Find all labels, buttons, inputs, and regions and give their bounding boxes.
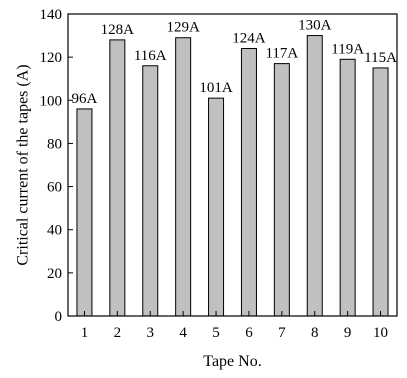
x-axis-ticks: 1 2 3 4 5 6 7 8 9 10 <box>81 311 388 341</box>
y-axis-ticks: 0 20 40 60 80 100 120 140 <box>40 7 73 325</box>
bar-tape-1 <box>76 108 93 317</box>
x-tick-label: 6 <box>245 325 253 341</box>
y-tick-label: 140 <box>40 7 63 23</box>
y-tick-label: 40 <box>47 223 62 239</box>
bar-value-label: 124A <box>232 31 266 47</box>
x-tick-label: 5 <box>212 325 220 341</box>
plot-frame <box>67 13 398 317</box>
x-axis-label: Tape No. <box>203 353 261 370</box>
y-tick-label: 80 <box>47 136 62 152</box>
x-tick-label: 9 <box>344 325 352 341</box>
bar-value-label: 117A <box>265 46 298 62</box>
bar-tape-9 <box>339 58 356 317</box>
bar-value-label: 101A <box>199 80 233 96</box>
bar-tape-7 <box>273 63 290 317</box>
bar-tape-3 <box>142 65 159 317</box>
bar-value-label: 116A <box>134 48 167 64</box>
x-tick-label: 7 <box>278 325 286 341</box>
bar-value-label: 129A <box>166 20 200 36</box>
x-tick-label: 1 <box>81 325 89 341</box>
bar-tape-2 <box>109 39 126 317</box>
x-tick-label: 10 <box>373 325 388 341</box>
bar-tape-8 <box>306 35 323 317</box>
x-tick-label: 2 <box>114 325 122 341</box>
bar-tape-6 <box>240 48 257 317</box>
bar-tape-10 <box>372 67 389 317</box>
x-tick-label: 8 <box>311 325 319 341</box>
y-tick-label: 0 <box>55 309 63 325</box>
x-tick-label: 3 <box>147 325 155 341</box>
y-tick-label: 100 <box>40 93 63 109</box>
x-tick-label: 4 <box>179 325 187 341</box>
y-tick-label: 20 <box>47 266 62 282</box>
bar-value-label: 119A <box>331 41 364 57</box>
bar-value-label: 96A <box>72 91 98 107</box>
bar-value-label: 130A <box>298 18 332 34</box>
y-tick-label: 60 <box>47 180 62 196</box>
bar-value-label: 115A <box>364 50 397 66</box>
y-tick-label: 120 <box>40 50 63 66</box>
bar-tape-4 <box>175 37 192 317</box>
bars-group <box>76 35 389 317</box>
bar-tape-5 <box>208 97 225 317</box>
bar-value-label: 128A <box>101 22 135 38</box>
y-axis-label: Critical current of the tapes (A) <box>15 64 32 265</box>
